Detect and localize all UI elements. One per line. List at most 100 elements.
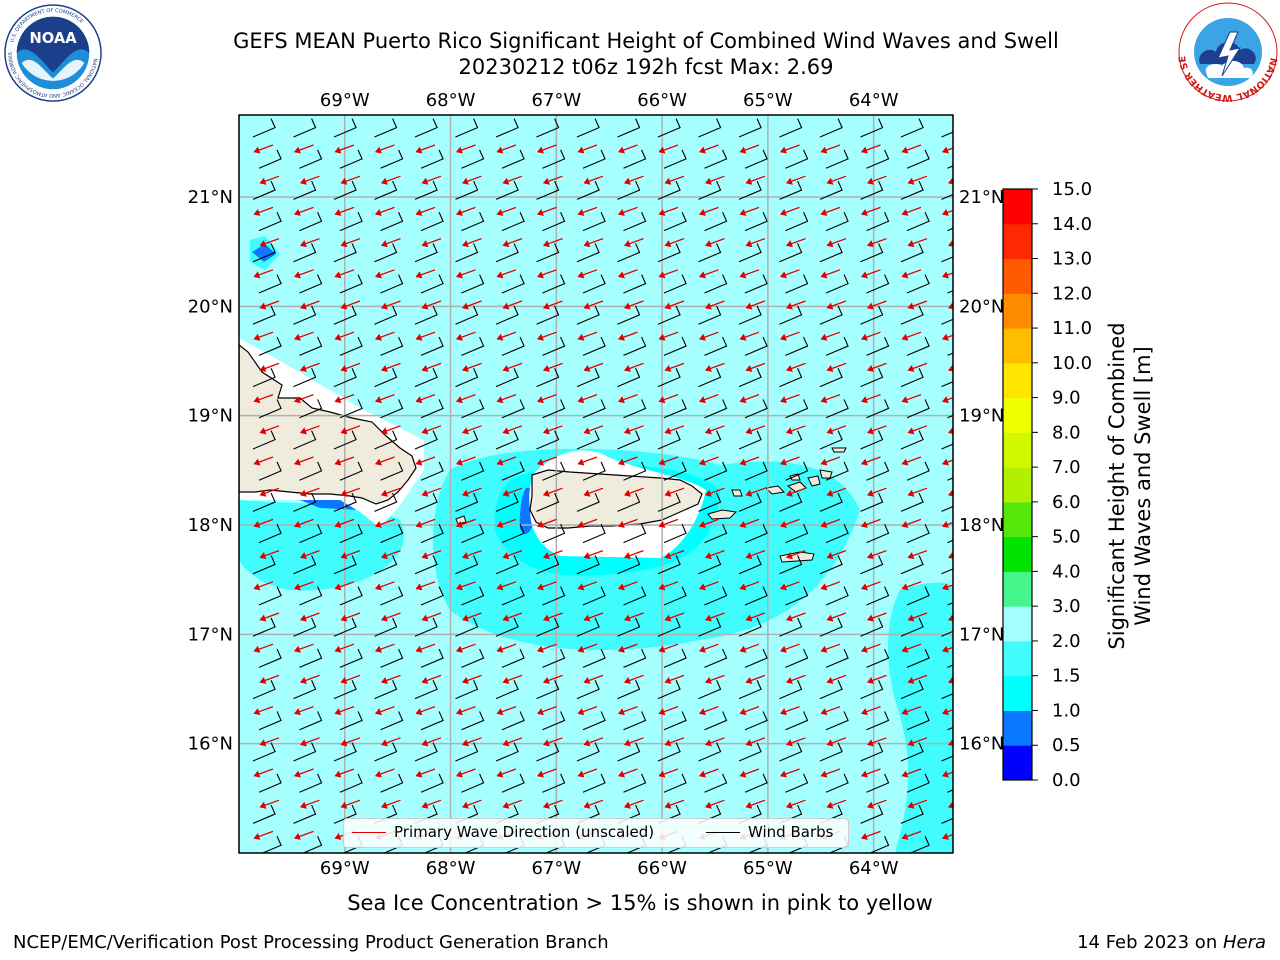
wind-barb xyxy=(455,368,479,388)
wind-barb xyxy=(900,492,924,512)
wave-arrow xyxy=(623,612,644,622)
wave-arrow xyxy=(253,456,274,466)
wind-barb xyxy=(495,680,519,700)
wind-barb xyxy=(455,742,479,762)
wave-arrow xyxy=(664,612,685,622)
wind-barb xyxy=(414,305,438,325)
wind-barb xyxy=(779,492,803,512)
wind-barb xyxy=(380,149,404,169)
wave-arrow xyxy=(253,393,274,404)
wave-arrow xyxy=(299,549,320,560)
wave-arrow xyxy=(820,206,841,216)
wind-barb xyxy=(333,742,357,762)
wind-barb xyxy=(495,118,519,138)
wave-arrow xyxy=(617,206,638,216)
wind-barb xyxy=(860,243,884,263)
wave-arrow xyxy=(947,364,953,372)
wave-arrow xyxy=(536,768,557,778)
wind-barb xyxy=(623,773,647,793)
wind-barb xyxy=(576,555,600,575)
wave-arrow xyxy=(941,770,953,778)
wave-arrow xyxy=(253,768,274,778)
wind-barb xyxy=(299,274,323,294)
wind-barb xyxy=(461,336,485,356)
wind-barbs xyxy=(252,118,953,853)
wind-barb xyxy=(779,430,803,450)
wind-barb xyxy=(501,524,525,544)
wind-barb xyxy=(906,648,930,668)
wave-arrow xyxy=(542,237,563,248)
wind-barb xyxy=(374,555,398,575)
wave-arrow xyxy=(536,581,557,591)
wind-barb xyxy=(536,617,560,637)
wave-arrow xyxy=(827,863,846,871)
wave-arrow xyxy=(334,581,355,591)
wind-barb xyxy=(582,212,606,232)
wind-barb xyxy=(704,711,728,731)
lat-label-right: 20°N xyxy=(959,296,1004,317)
wind-barb xyxy=(900,305,924,325)
wave-arrow xyxy=(860,269,881,279)
wind-barb xyxy=(866,399,890,419)
wind-barb xyxy=(258,461,282,481)
wind-barb xyxy=(576,617,600,637)
wind-barb xyxy=(536,430,560,450)
wave-arrow xyxy=(941,458,953,466)
wave-arrow xyxy=(503,863,522,871)
wave-arrow xyxy=(820,331,841,341)
wind-barb xyxy=(744,524,768,544)
wave-arrow xyxy=(901,269,922,279)
wind-barb xyxy=(866,149,890,169)
wind-barb xyxy=(380,461,404,481)
wave-arrow xyxy=(259,549,280,560)
wind-barb xyxy=(825,274,849,294)
wave-arrow xyxy=(745,362,766,372)
wind-barb xyxy=(825,586,849,606)
wind-barb xyxy=(779,617,803,637)
colorbar-tick-label: 9.0 xyxy=(1052,388,1081,409)
wind-barb xyxy=(941,256,953,263)
wind-barb xyxy=(906,212,930,232)
wind-barb xyxy=(900,180,924,200)
wind-barb xyxy=(582,524,606,544)
wave-arrow xyxy=(583,549,604,560)
wave-arrow xyxy=(299,612,320,622)
colorbar-segment xyxy=(1003,223,1032,260)
lon-label-top: 69°W xyxy=(320,90,370,111)
wind-barb xyxy=(785,773,809,793)
wave-arrow xyxy=(299,487,320,497)
wave-arrow xyxy=(259,300,280,310)
wind-barb xyxy=(542,524,566,544)
wind-barb xyxy=(738,180,762,200)
wave-arrow xyxy=(455,768,476,778)
wind-barb xyxy=(698,180,722,200)
wind-barb xyxy=(420,711,444,731)
wave-arrow xyxy=(704,612,725,622)
wave-arrow xyxy=(698,581,719,591)
wind-barb xyxy=(738,305,762,325)
wave-arrow xyxy=(496,456,517,466)
lat-label-left: 20°N xyxy=(188,296,233,317)
wave-arrow xyxy=(623,737,644,747)
wind-barb xyxy=(380,586,404,606)
wind-barb xyxy=(657,430,681,450)
colorbar-segment xyxy=(1003,710,1032,746)
wave-arrow xyxy=(502,674,523,684)
wave-arrow xyxy=(826,674,847,684)
wave-arrow xyxy=(779,581,800,591)
wave-arrow xyxy=(623,487,644,497)
wave-arrow xyxy=(860,518,881,528)
wave-arrow xyxy=(907,799,928,809)
colorbar-segment xyxy=(1003,328,1032,364)
colorbar-segment xyxy=(1003,293,1032,329)
wind-barb xyxy=(785,524,809,544)
colorbar-frame xyxy=(1002,188,1033,781)
wind-barb xyxy=(906,274,930,294)
wind-barb xyxy=(617,243,641,263)
lon-label-top: 68°W xyxy=(426,90,476,111)
wave-arrow xyxy=(584,863,603,871)
wind-barb xyxy=(785,212,809,232)
wave-arrow xyxy=(779,206,800,216)
wave-arrow xyxy=(380,487,401,497)
wind-barb xyxy=(738,617,762,637)
